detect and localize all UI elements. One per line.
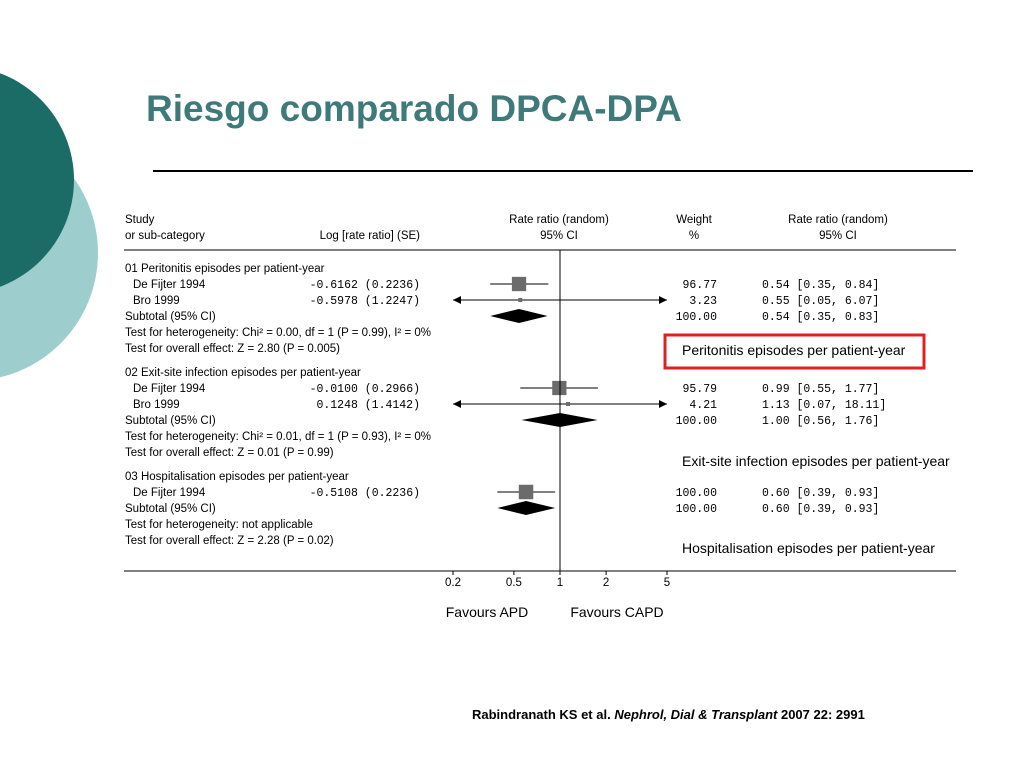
citation-authors: Rabindranath KS et al. xyxy=(472,707,611,722)
ci-arrow-left xyxy=(453,296,461,304)
overall-effect-test: Test for overall effect: Z = 2.80 (P = 0… xyxy=(125,343,340,355)
header-ci-sub: 95% CI xyxy=(819,230,857,242)
study-logrr: -0.5978 (1.2247) xyxy=(310,295,420,308)
subtotal-label: Subtotal (95% CI) xyxy=(125,415,216,427)
study-box xyxy=(566,402,571,406)
subtotal-label: Subtotal (95% CI) xyxy=(125,503,216,515)
study-box xyxy=(518,484,534,500)
study-name: Bro 1999 xyxy=(133,295,180,307)
study-name: Bro 1999 xyxy=(133,399,180,411)
header-ci: Rate ratio (random) xyxy=(788,214,888,226)
axis-tick-label: 0.2 xyxy=(445,577,461,589)
study-box xyxy=(511,276,527,292)
header-subcategory: or sub-category xyxy=(125,230,205,242)
study-logrr: -0.6162 (0.2236) xyxy=(310,279,420,292)
favours-right: Favours CAPD xyxy=(570,604,663,620)
study-logrr: 0.1248 (1.4142) xyxy=(316,399,420,412)
header-rr-ci: 95% CI xyxy=(540,230,578,242)
overall-effect-test: Test for overall effect: Z = 2.28 (P = 0… xyxy=(125,535,334,547)
ci-arrow-left xyxy=(453,400,461,408)
study-logrr: -0.5108 (0.2236) xyxy=(310,487,420,500)
study-ci: 0.99 [0.55, 1.77] xyxy=(762,383,879,396)
study-logrr: -0.0100 (0.2966) xyxy=(310,383,420,396)
header-study: Study xyxy=(125,214,155,226)
subtotal-weight: 100.00 xyxy=(676,415,718,428)
overall-effect-test: Test for overall effect: Z = 0.01 (P = 0… xyxy=(125,447,334,459)
forest-plot: Study or sub-category Log [rate ratio] (SE… xyxy=(124,214,956,620)
subtotal-weight: 100.00 xyxy=(676,311,718,324)
subtotal-weight: 100.00 xyxy=(676,503,718,516)
annotation-box xyxy=(663,333,926,370)
study-weight: 3.23 xyxy=(689,295,717,308)
axis-tick-label: 0.5 xyxy=(506,577,522,589)
study-box xyxy=(552,380,567,396)
study-ci: 1.13 [0.07, 18.11] xyxy=(762,399,886,412)
citation: Rabindranath KS et al. Nephrol, Dial & T… xyxy=(472,707,865,722)
group-annotation: Hospitalisation episodes per patient-yea… xyxy=(682,540,935,556)
study-name: De Fijter 1994 xyxy=(133,383,206,395)
group-title: 03 Hospitalisation episodes per patient-… xyxy=(125,471,349,483)
study-box xyxy=(518,298,523,302)
study-weight: 100.00 xyxy=(676,487,718,500)
decor-circle-dark xyxy=(0,73,74,287)
study-ci: 0.55 [0.05, 6.07] xyxy=(762,295,879,308)
study-weight: 96.77 xyxy=(682,279,717,292)
heterogeneity-test: Test for heterogeneity: Chi² = 0.00, df … xyxy=(125,327,431,339)
study-name: De Fijter 1994 xyxy=(133,279,206,291)
header-weight: Weight xyxy=(676,214,712,226)
favours-left: Favours APD xyxy=(446,604,528,620)
group-title: 02 Exit-site infection episodes per pati… xyxy=(125,367,361,379)
study-weight: 95.79 xyxy=(682,383,717,396)
title-rule xyxy=(153,170,973,172)
study-ci: 0.60 [0.39, 0.93] xyxy=(762,487,879,500)
ci-arrow-right xyxy=(659,400,667,408)
header-weight-unit: % xyxy=(689,230,699,242)
group-title: 01 Peritonitis episodes per patient-year xyxy=(125,263,325,275)
heterogeneity-test: Test for heterogeneity: not applicable xyxy=(125,519,313,531)
subtotal-diamond xyxy=(490,309,548,323)
header-rr: Rate ratio (random) xyxy=(509,214,609,226)
study-ci: 0.54 [0.35, 0.84] xyxy=(762,279,879,292)
citation-journal: Nephrol, Dial & Transplant xyxy=(614,707,778,722)
slide-title: Riesgo comparado DPCA-DPA xyxy=(146,88,682,129)
group-annotation: Exit-site infection episodes per patient… xyxy=(682,453,950,469)
study-weight: 4.21 xyxy=(689,399,717,412)
ci-arrow-right xyxy=(659,296,667,304)
axis-tick-label: 1 xyxy=(557,577,563,589)
subtotal-ci: 0.60 [0.39, 0.93] xyxy=(762,503,879,516)
subtotal-ci: 0.54 [0.35, 0.83] xyxy=(762,311,879,324)
axis-tick-label: 5 xyxy=(664,577,670,589)
header-logrr: Log [rate ratio] (SE) xyxy=(320,230,421,242)
subtotal-diamond xyxy=(497,501,556,515)
axis-tick-label: 2 xyxy=(603,577,609,589)
study-name: De Fijter 1994 xyxy=(133,487,206,499)
group-annotation: Peritonitis episodes per patient-year xyxy=(682,342,906,358)
subtotal-ci: 1.00 [0.56, 1.76] xyxy=(762,415,879,428)
heterogeneity-test: Test for heterogeneity: Chi² = 0.01, df … xyxy=(125,431,431,443)
subtotal-label: Subtotal (95% CI) xyxy=(125,311,216,323)
citation-details: 2007 22: 2991 xyxy=(780,707,865,722)
